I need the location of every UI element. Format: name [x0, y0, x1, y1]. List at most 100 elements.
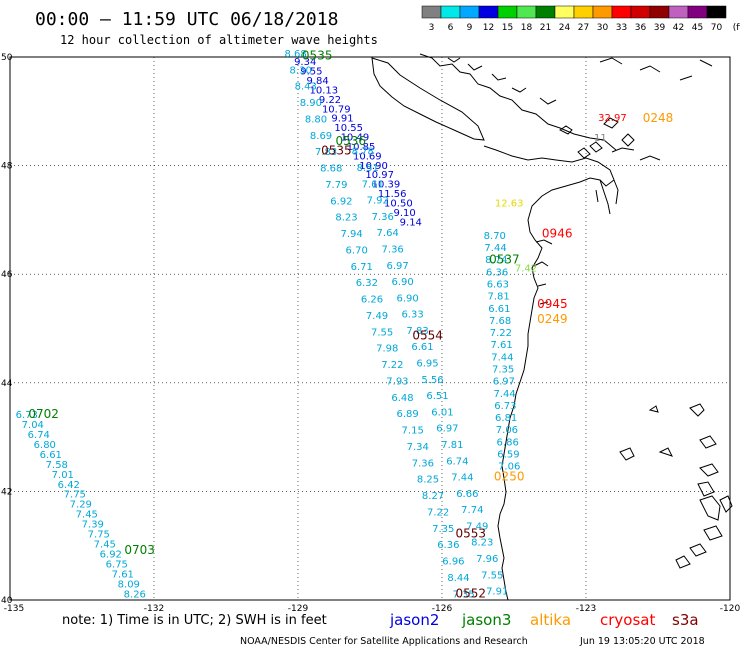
colorbar-swatch: [535, 5, 556, 19]
wave-height-value: 7.93: [386, 376, 408, 387]
wave-height-value: 6.26: [361, 295, 383, 306]
wave-height-value: 6.86: [497, 437, 519, 448]
colorbar-swatch: [573, 5, 594, 19]
wave-height-value: 7.15: [402, 426, 424, 437]
colorbar-swatch: [516, 5, 537, 19]
wave-height-value: 6.95: [416, 359, 438, 370]
wave-height-value: 7.61: [362, 179, 384, 190]
wave-height-value: 7.34: [407, 442, 429, 453]
wave-height-value: 10.55: [334, 123, 363, 134]
wave-height-value: 6.92: [100, 549, 122, 560]
wave-height-value: 7.06: [498, 462, 520, 473]
colorbar-label: 45: [692, 23, 703, 33]
wave-height-value: 6.73: [494, 401, 516, 412]
colorbar-label: 24: [559, 23, 571, 33]
colorbar-swatch: [706, 5, 727, 19]
wave-height-value: 6.59: [497, 450, 519, 461]
wave-height-value: 6.74: [28, 430, 50, 441]
wave-height-value: 10.79: [322, 104, 351, 115]
wave-height-value: 6.71: [351, 262, 373, 273]
wave-height-value: 7.36: [412, 458, 434, 469]
pass-time-label: 0248: [643, 111, 674, 125]
wave-height-value: 8.23: [335, 213, 357, 224]
wave-height-value: 7.22: [490, 328, 512, 339]
wave-height-value: 9.91: [331, 114, 353, 125]
wave-height-value: 9.22: [319, 95, 341, 106]
wave-height-value: 10.39: [372, 180, 401, 191]
wave-height-value: 7.44: [491, 352, 513, 363]
wave-height-value: 6.63: [487, 279, 509, 290]
wave-height-value: 6.48: [391, 393, 413, 404]
lat-tick-label: 44: [1, 379, 13, 389]
map-subtitle: 12 hour collection of altimeter wave hei…: [60, 33, 378, 47]
wave-height-value: 8.68: [284, 49, 306, 60]
lat-tick-label: 46: [1, 270, 13, 280]
wave-height-value: 6.61: [40, 450, 62, 461]
colorbar-label: 42: [673, 23, 684, 33]
wave-height-value: 6.74: [446, 456, 468, 467]
wave-height-value: 8.74: [485, 255, 507, 266]
colorbar-label: 39: [654, 23, 666, 33]
colorbar-swatch: [592, 5, 613, 19]
wave-height-value: 8.26: [124, 589, 146, 600]
wave-height-value: 6.75: [106, 559, 128, 570]
graticule: -135 -132 -129 -126 -123 -120 50 48 46 44 42 40: [1, 53, 740, 614]
colorbar-swatch: [554, 5, 575, 19]
wave-height-value: 7.49: [366, 311, 388, 322]
colorbar-label: 12: [483, 23, 494, 33]
colorbar-label: 9: [467, 23, 473, 33]
wave-height-value: 9.14: [400, 217, 422, 228]
wave-height-value: 7.83: [406, 326, 428, 337]
wave-height-value: 6.97: [436, 424, 458, 435]
wave-height-value: 32.97: [598, 113, 627, 124]
wave-height-value: 7.35: [452, 589, 474, 600]
wave-height-value: 8.23: [471, 538, 493, 549]
wave-height-value: 7.39: [82, 520, 104, 531]
wave-height-value: 7.61: [490, 340, 512, 351]
wave-height-value: 8.68: [320, 164, 342, 175]
wave-height-value: 7.91: [486, 587, 508, 598]
pass-time-label: 0945: [537, 297, 568, 311]
wave-height-value: 10.97: [365, 170, 394, 181]
colorbar-label: 70: [711, 23, 723, 33]
wave-height-value: 6.97: [387, 261, 409, 272]
colorbar-label: 27: [578, 23, 589, 33]
colorbar-swatch: [421, 5, 442, 19]
wave-height-value: 7.42: [515, 263, 537, 274]
wave-height-value: 7.75: [64, 490, 86, 501]
wave-height-value: 8.43: [295, 82, 317, 93]
wave-height-value: 7.45: [76, 510, 98, 521]
colorbar-swatch: [440, 5, 461, 19]
wave-height-value: 8.09: [118, 579, 140, 590]
pass-time-labels: 0535053605350248094605370945024905540702…: [28, 49, 673, 601]
lon-tick-label: -129: [288, 604, 309, 614]
wave-height-value: 11.56: [378, 189, 407, 200]
pass-time-label: 0536: [336, 134, 367, 148]
pass-time-label: 0703: [124, 543, 155, 557]
wave-height-value: 7.44: [484, 243, 506, 254]
pass-time-label: 0249: [537, 312, 568, 326]
wave-height-value: 6.90: [396, 293, 418, 304]
wave-height-value: 8.44: [447, 573, 469, 584]
wave-height-value: 7.68: [489, 316, 511, 327]
colorbar-label: 6: [448, 23, 454, 33]
colorbar-label: (ft): [733, 23, 740, 33]
wave-height-value: 7.55: [481, 570, 503, 581]
lon-tick-label: -135: [4, 604, 24, 614]
map-frame: [9, 56, 731, 601]
wave-height-value: 8.70: [484, 231, 506, 242]
wave-height-value: 11: [594, 133, 607, 144]
timestamp-text: Jun 19 13:05:20 UTC 2018: [579, 636, 705, 647]
wave-height-value: 8.25: [417, 475, 439, 486]
wave-height-value: 12.63: [495, 198, 524, 209]
wave-height-value: 6.81: [495, 413, 517, 424]
pass-time-label: 0946: [542, 226, 573, 240]
wave-height-value: 6.36: [437, 540, 459, 551]
wave-height-value: 8.69: [310, 131, 332, 142]
colorbar-label: 33: [616, 23, 627, 33]
colorbar-swatch: [630, 5, 651, 19]
wave-height-value: 6.01: [431, 407, 453, 418]
wave-height-value: 6.90: [391, 277, 413, 288]
lat-tick-label: 40: [1, 596, 13, 606]
